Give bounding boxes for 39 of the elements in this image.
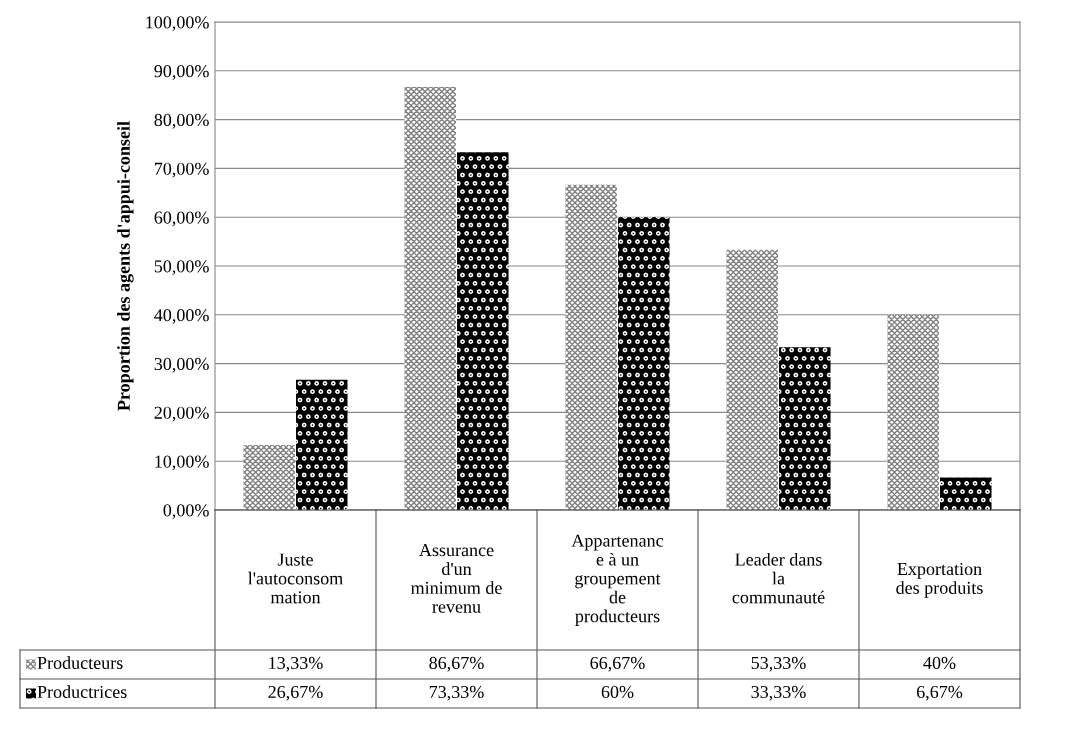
- data-label: 33,33%: [751, 685, 806, 701]
- y-tick-label: 20,00%: [154, 406, 209, 422]
- y-tick-label: 90,00%: [154, 65, 209, 80]
- legend-label: Productrices: [37, 685, 127, 699]
- y-tick-label: 0,00%: [163, 504, 209, 520]
- bar: [887, 314, 939, 510]
- y-tick-label: 40,00%: [154, 309, 209, 324]
- data-label: 40%: [923, 656, 956, 670]
- x-tick-label: Leader dans la communauté: [732, 552, 825, 604]
- legend-label: Producteurs: [37, 656, 123, 670]
- data-label: 13,33%: [269, 656, 323, 672]
- data-label: 53,33%: [751, 656, 806, 672]
- y-tick-label: 30,00%: [154, 357, 209, 373]
- x-tick-label: Juste l'autoconsom mation: [248, 553, 343, 604]
- x-tick-label: Exportation des produits: [896, 562, 983, 598]
- x-tick-label: Appartenanc e à un groupement de producteurs: [571, 534, 664, 626]
- data-label: 6,67%: [916, 685, 963, 701]
- y-tick-label: 70,00%: [154, 162, 209, 178]
- data-label: 66,67%: [590, 656, 645, 672]
- data-label: 73,33%: [429, 685, 484, 701]
- y-tick-label: 60,00%: [154, 211, 209, 227]
- y-tick-label: 10,00%: [155, 455, 209, 471]
- y-axis-title: Proportion des agents d'appui-conseil: [117, 121, 134, 411]
- y-tick-label: 50,00%: [154, 260, 209, 276]
- bar: [296, 379, 348, 510]
- bar: [457, 152, 509, 510]
- bar: [565, 184, 617, 510]
- bar: [726, 249, 778, 510]
- y-tick-label: 100,00%: [146, 16, 209, 32]
- bar: [940, 477, 992, 510]
- x-tick-label: Assurance d'un minimum de revenu: [410, 544, 502, 613]
- bar: [404, 87, 456, 510]
- data-label: 60%: [601, 685, 634, 699]
- data-label: 26,67%: [268, 685, 323, 701]
- bar: [618, 217, 670, 510]
- bar: [779, 347, 831, 510]
- data-label: 86,67%: [429, 656, 484, 672]
- bar: [243, 444, 295, 510]
- y-tick-label: 80,00%: [154, 113, 209, 129]
